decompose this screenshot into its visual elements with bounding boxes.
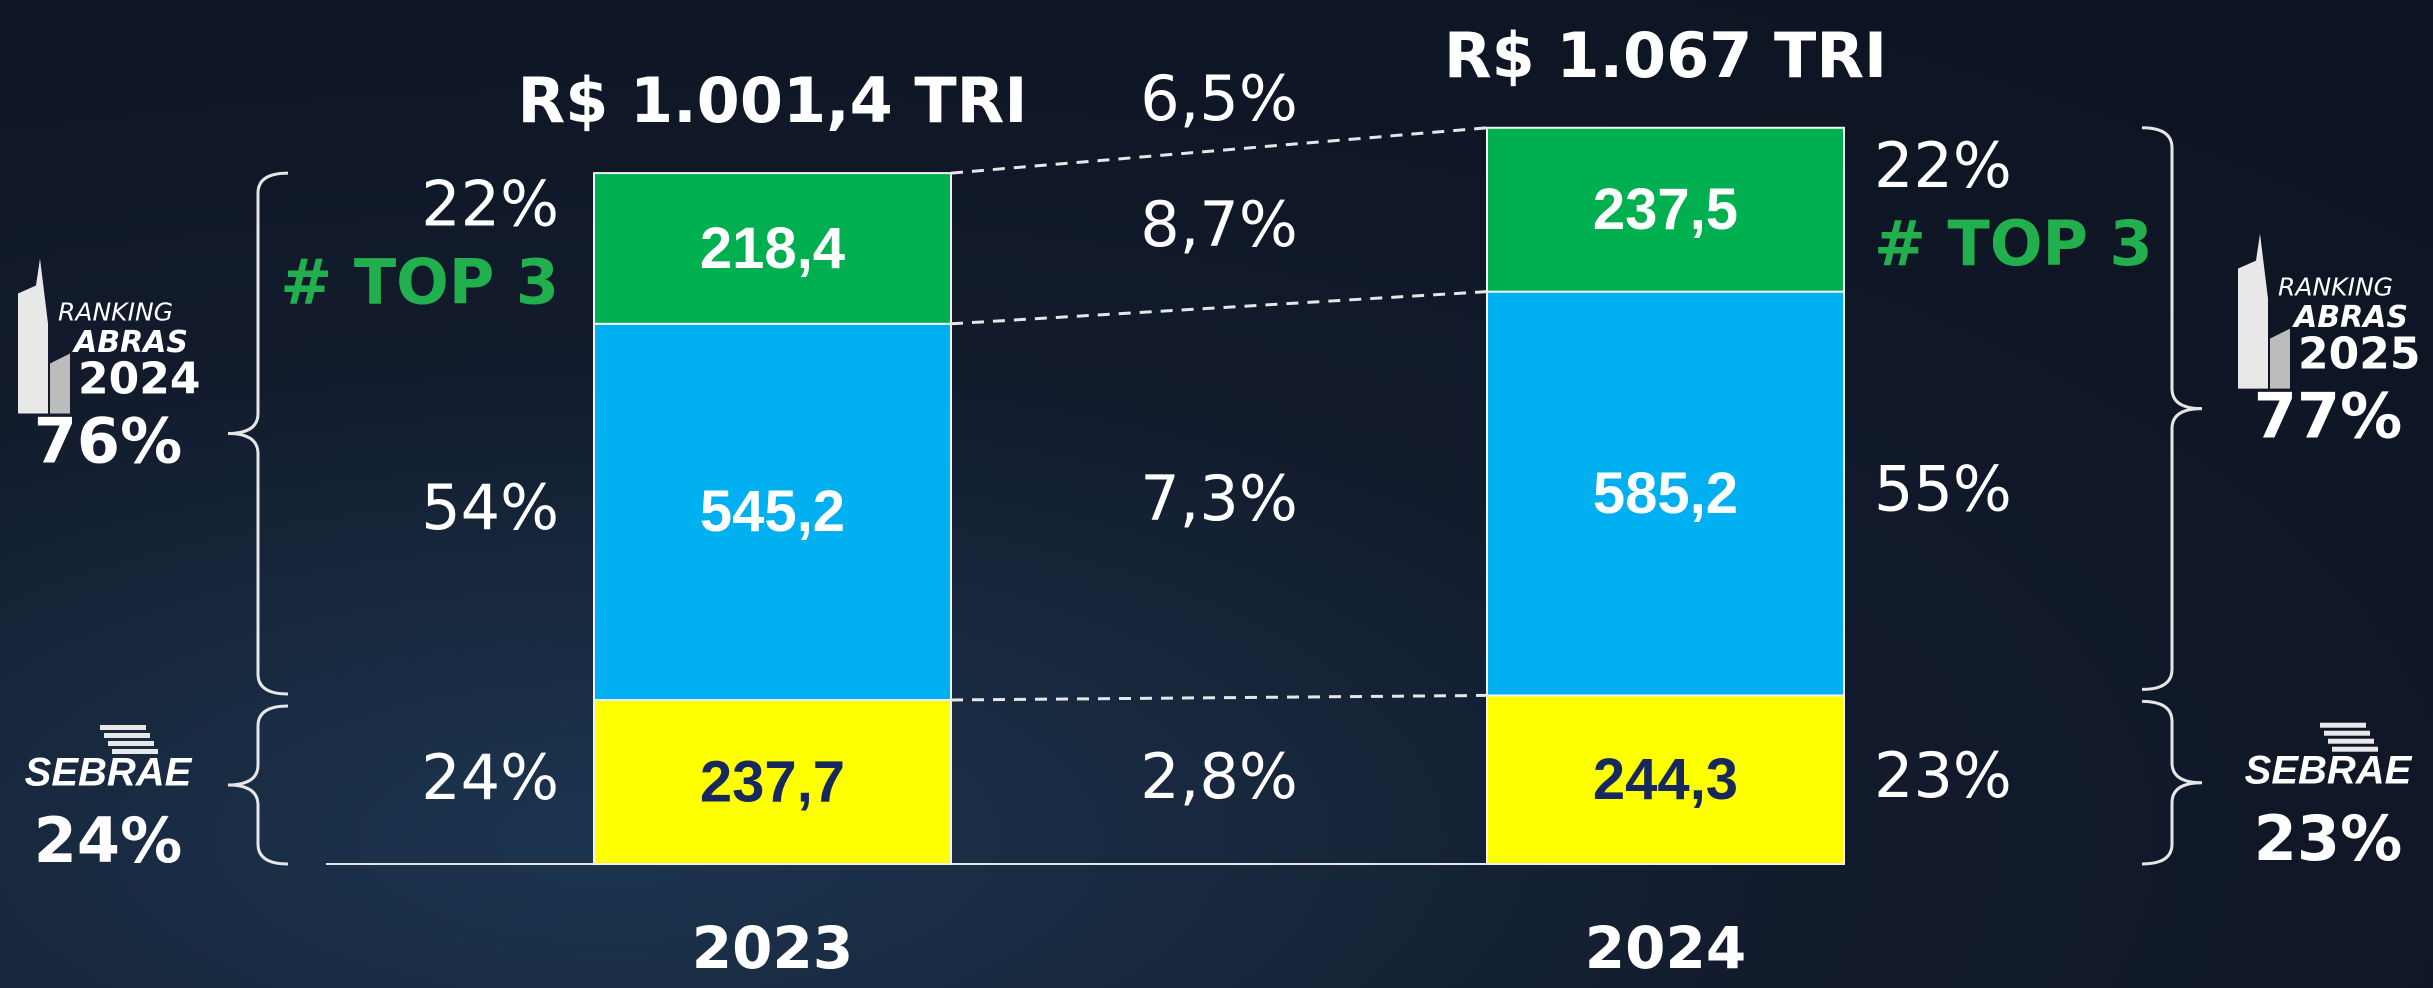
share-label: 55%	[1874, 453, 2012, 526]
total-label: R$ 1.067 TRI	[1444, 19, 1887, 92]
year-label: 2024	[1585, 914, 1746, 982]
share-label: 22%	[1874, 129, 2012, 202]
logo-stripe	[2324, 730, 2370, 736]
share-label: 23%	[1874, 739, 2012, 812]
connector	[950, 126, 1488, 175]
total-label: R$ 1.001,4 TRI	[518, 64, 1028, 137]
bracket-share: 77%	[2254, 380, 2402, 453]
logo-icon	[2238, 233, 2268, 389]
tag-label: # TOP 3	[1874, 207, 2153, 280]
growth-label: 7,3%	[1140, 462, 1298, 535]
logo-icon	[50, 353, 70, 414]
logo-text: RANKING	[58, 298, 173, 327]
segment-label: 244,3	[1593, 747, 1738, 812]
connector	[950, 693, 1488, 702]
bracket-share: 24%	[34, 804, 182, 877]
bracket	[2141, 126, 2203, 691]
growth-label: 6,5%	[1140, 62, 1298, 135]
bar-segment	[593, 172, 952, 325]
bracket	[2141, 699, 2203, 866]
logo-text: ABRAS	[2292, 300, 2408, 335]
share-label: 54%	[421, 471, 559, 544]
logo-stripe	[108, 740, 154, 746]
year-label: 2023	[692, 914, 853, 982]
bar-segment	[1486, 126, 1845, 293]
bar-segment	[593, 698, 952, 865]
segment-label: 585,2	[1593, 461, 1738, 526]
logo-text: SEBRAE	[2245, 748, 2413, 792]
logo-text: 2025	[2298, 329, 2420, 380]
bar-segment	[1486, 694, 1845, 865]
logo-icon	[18, 258, 48, 414]
growth-label: 2,8%	[1140, 740, 1298, 813]
logo-icon	[2270, 328, 2290, 389]
segment-label: 545,2	[700, 479, 845, 544]
segment-label: 237,5	[1593, 177, 1738, 242]
segment-label: 218,4	[700, 216, 845, 281]
bracket	[227, 704, 289, 866]
connector	[950, 290, 1488, 326]
share-label: 22%	[421, 168, 559, 241]
bracket	[227, 171, 289, 696]
logo-stripe	[112, 748, 158, 754]
growth-label: 8,7%	[1140, 188, 1298, 261]
logo-stripe	[100, 724, 146, 730]
bar-segment	[593, 322, 952, 701]
share-label: 24%	[421, 741, 559, 814]
logo-stripe	[2332, 746, 2378, 752]
bracket-share: 23%	[2254, 802, 2402, 875]
logo-text: SEBRAE	[25, 751, 193, 795]
logo-text: RANKING	[2278, 273, 2393, 302]
bracket-share: 76%	[34, 405, 182, 478]
logo-stripe	[2328, 738, 2374, 744]
tag-label: # TOP 3	[280, 246, 559, 319]
logo-text: 2024	[78, 354, 200, 405]
logo-text: ABRAS	[72, 325, 188, 360]
segment-label: 237,7	[700, 749, 845, 814]
logo-stripe	[104, 732, 150, 738]
bar-segment	[1486, 290, 1845, 697]
logo-stripe	[2320, 722, 2366, 728]
